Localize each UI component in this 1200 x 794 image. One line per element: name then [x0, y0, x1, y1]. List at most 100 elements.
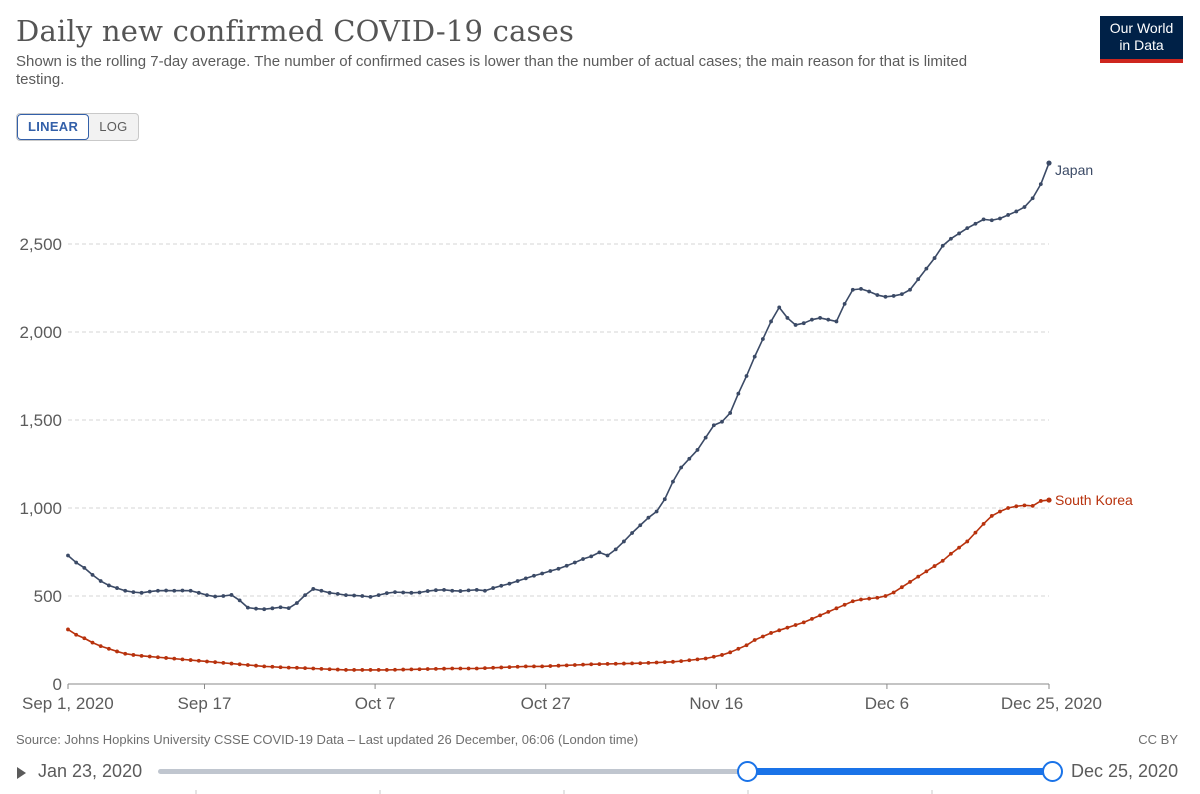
data-point[interactable] [572, 560, 577, 565]
data-point[interactable] [205, 659, 209, 664]
data-point[interactable] [859, 597, 863, 602]
data-point[interactable] [842, 301, 847, 306]
data-point[interactable] [213, 660, 218, 665]
data-point[interactable] [66, 553, 70, 558]
data-point[interactable] [311, 587, 316, 591]
data-point[interactable] [433, 666, 438, 671]
data-point[interactable] [523, 576, 528, 581]
data-point[interactable] [711, 654, 716, 659]
data-point[interactable] [303, 593, 307, 598]
data-point[interactable] [777, 305, 782, 310]
data-point[interactable] [662, 497, 667, 502]
data-point[interactable] [270, 664, 275, 669]
data-point[interactable] [908, 580, 912, 584]
data-point[interactable] [891, 590, 896, 595]
data-point[interactable] [450, 666, 455, 671]
data-point[interactable] [1022, 503, 1027, 508]
data-point[interactable] [949, 551, 953, 556]
data-point[interactable] [883, 294, 888, 299]
data-point[interactable] [998, 509, 1002, 514]
data-point[interactable] [793, 323, 798, 327]
data-point[interactable] [131, 653, 136, 657]
data-point[interactable] [442, 587, 446, 592]
data-point[interactable] [115, 586, 119, 590]
data-point[interactable] [548, 569, 553, 573]
data-point[interactable] [180, 657, 185, 662]
data-point[interactable] [744, 374, 749, 378]
data-point[interactable] [360, 668, 365, 672]
data-point[interactable] [188, 658, 193, 662]
data-point[interactable] [671, 659, 675, 664]
data-point[interactable] [981, 521, 986, 526]
data-point[interactable] [515, 664, 520, 669]
data-point[interactable] [180, 588, 185, 593]
data-point[interactable] [883, 594, 888, 598]
data-point[interactable] [752, 638, 757, 642]
data-point[interactable] [581, 557, 585, 561]
data-point[interactable] [671, 479, 675, 484]
data-point[interactable] [989, 514, 994, 518]
data-point[interactable] [581, 662, 585, 667]
data-point[interactable] [720, 419, 724, 424]
data-point[interactable] [703, 435, 708, 440]
data-point[interactable] [82, 636, 87, 641]
series-line[interactable] [67, 499, 1050, 671]
data-point[interactable] [466, 666, 471, 671]
data-point[interactable] [237, 598, 242, 603]
data-point[interactable] [474, 587, 479, 592]
data-point[interactable] [483, 588, 487, 593]
data-point[interactable] [949, 236, 953, 241]
data-point[interactable] [630, 531, 634, 535]
data-point[interactable] [360, 594, 365, 598]
data-point[interactable] [483, 666, 487, 671]
data-point[interactable] [711, 423, 716, 428]
data-point[interactable] [466, 588, 471, 593]
data-point[interactable] [523, 664, 528, 669]
data-point[interactable] [957, 545, 961, 550]
data-point[interactable] [867, 289, 872, 294]
data-point[interactable] [564, 563, 569, 568]
data-point[interactable] [867, 596, 872, 601]
data-point[interactable] [1038, 182, 1043, 187]
log-scale-button[interactable]: LOG [99, 119, 128, 134]
data-point[interactable] [229, 593, 234, 597]
data-point[interactable] [368, 594, 373, 599]
data-point[interactable] [532, 573, 536, 578]
data-point[interactable] [695, 448, 700, 452]
data-point[interactable] [164, 656, 169, 660]
data-point[interactable] [638, 661, 643, 666]
data-point[interactable] [376, 668, 381, 672]
data-point[interactable] [515, 579, 520, 583]
data-point[interactable] [940, 558, 945, 563]
data-point[interactable] [679, 465, 684, 470]
data-point[interactable] [278, 605, 283, 610]
data-point[interactable] [875, 595, 880, 600]
data-point[interactable] [1030, 503, 1035, 508]
data-point[interactable] [1038, 499, 1043, 503]
data-point[interactable] [859, 286, 863, 291]
data-point[interactable] [123, 651, 128, 656]
data-point[interactable] [597, 662, 602, 667]
data-point[interactable] [662, 660, 667, 665]
data-point[interactable] [638, 523, 643, 528]
data-point[interactable] [891, 294, 896, 298]
data-point[interactable] [989, 218, 994, 223]
series-label[interactable]: Japan [1055, 162, 1093, 178]
data-point[interactable] [433, 588, 438, 593]
data-point[interactable] [164, 588, 169, 593]
data-point[interactable] [695, 657, 700, 662]
data-point[interactable] [393, 590, 397, 595]
data-point[interactable] [295, 601, 299, 605]
data-point[interactable] [1006, 506, 1011, 510]
data-point[interactable] [286, 665, 291, 670]
data-point[interactable] [221, 660, 226, 665]
data-point[interactable] [442, 666, 446, 671]
data-point[interactable] [196, 658, 201, 663]
data-point[interactable] [924, 266, 929, 271]
data-point[interactable] [613, 547, 618, 552]
data-point[interactable] [196, 590, 201, 595]
data-point[interactable] [752, 354, 757, 359]
data-point[interactable] [352, 668, 357, 672]
data-point[interactable] [335, 591, 340, 596]
data-point[interactable] [507, 665, 512, 670]
